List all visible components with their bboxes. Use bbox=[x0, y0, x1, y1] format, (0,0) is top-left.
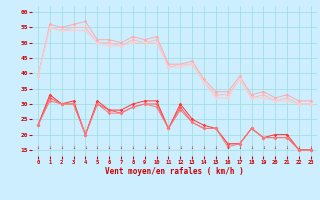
X-axis label: Vent moyen/en rafales ( km/h ): Vent moyen/en rafales ( km/h ) bbox=[105, 167, 244, 176]
